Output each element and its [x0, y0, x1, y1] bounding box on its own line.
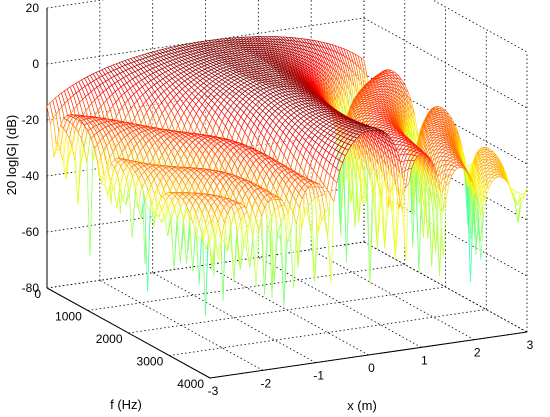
axis-line-1 — [46, 287, 211, 379]
axes-box — [46, 8, 528, 379]
grid-line-27 — [363, 185, 528, 277]
grid-line-33 — [363, 17, 528, 109]
grid-line-4 — [152, 272, 316, 364]
surface-mesh — [46, 36, 528, 316]
grid-line-10 — [310, 249, 475, 341]
grid-line-35 — [431, 0, 528, 53]
grid-line-8 — [258, 256, 422, 348]
grid-line-20 — [169, 309, 487, 356]
grid-line-34 — [46, 0, 105, 9]
grid-line-25 — [363, 241, 528, 333]
grid-line-16 — [87, 264, 405, 311]
grid-line-18 — [128, 286, 446, 334]
axis-line-0 — [209, 331, 528, 379]
